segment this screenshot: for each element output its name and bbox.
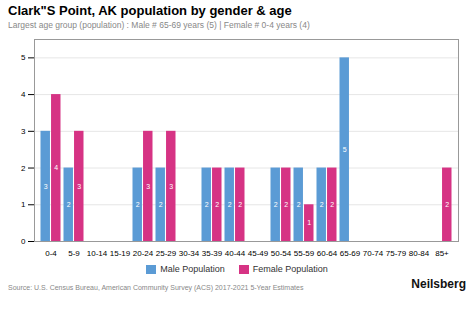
svg-text:2: 2: [21, 164, 26, 173]
svg-text:2: 2: [238, 201, 242, 208]
svg-text:45-49: 45-49: [248, 249, 269, 258]
svg-text:75-79: 75-79: [386, 249, 407, 258]
svg-text:4: 4: [21, 90, 26, 99]
svg-text:2: 2: [330, 201, 334, 208]
svg-text:2: 2: [205, 201, 209, 208]
svg-text:1: 1: [21, 200, 26, 209]
svg-text:2: 2: [159, 201, 163, 208]
svg-text:10-14: 10-14: [87, 249, 108, 258]
svg-text:55-59: 55-59: [294, 249, 315, 258]
svg-text:3: 3: [146, 183, 150, 190]
svg-text:2: 2: [274, 201, 278, 208]
svg-text:2: 2: [67, 201, 71, 208]
svg-text:35-39: 35-39: [202, 249, 223, 258]
svg-text:2: 2: [284, 201, 288, 208]
svg-text:70-74: 70-74: [363, 249, 384, 258]
svg-text:80-84: 80-84: [409, 249, 430, 258]
svg-text:85+: 85+: [435, 249, 449, 258]
svg-text:2: 2: [297, 201, 301, 208]
svg-text:50-54: 50-54: [271, 249, 292, 258]
svg-text:2: 2: [215, 201, 219, 208]
svg-text:0-4: 0-4: [45, 249, 57, 258]
svg-text:5: 5: [21, 53, 26, 62]
svg-text:3: 3: [21, 127, 26, 136]
html-text:Clark"S Point, AK population b: Clark"S Point, AK population by gender &…: [8, 3, 292, 18]
html-text:Female Population: Female Population: [252, 264, 328, 274]
html-text:Largest age group (population): Largest age group (population) : Male # …: [8, 20, 310, 30]
svg-text:0: 0: [21, 237, 26, 246]
svg-text:25-29: 25-29: [156, 249, 177, 258]
svg-text:30-34: 30-34: [179, 249, 200, 258]
svg-text:3: 3: [169, 183, 173, 190]
svg-text:4: 4: [54, 164, 58, 171]
svg-text:5: 5: [343, 146, 347, 153]
svg-text:2: 2: [136, 201, 140, 208]
svg-text:3: 3: [44, 183, 48, 190]
svg-text:60-64: 60-64: [317, 249, 338, 258]
svg-text:65-69: 65-69: [340, 249, 361, 258]
svg-text:1: 1: [307, 219, 311, 226]
svg-text:3: 3: [77, 183, 81, 190]
svg-text:2: 2: [320, 201, 324, 208]
html-text:Neilsberg: Neilsberg: [411, 277, 466, 291]
svg-text:20-24: 20-24: [133, 249, 154, 258]
svg-text:2: 2: [445, 201, 449, 208]
html-text:Source: U.S. Census Bureau, Am: Source: U.S. Census Bureau, American Com…: [8, 284, 304, 291]
svg-text:40-44: 40-44: [225, 249, 246, 258]
svg-text:5-9: 5-9: [68, 249, 80, 258]
html-text:Male Population: Male Population: [160, 264, 225, 274]
svg-text:15-19: 15-19: [110, 249, 131, 258]
svg-text:2: 2: [228, 201, 232, 208]
